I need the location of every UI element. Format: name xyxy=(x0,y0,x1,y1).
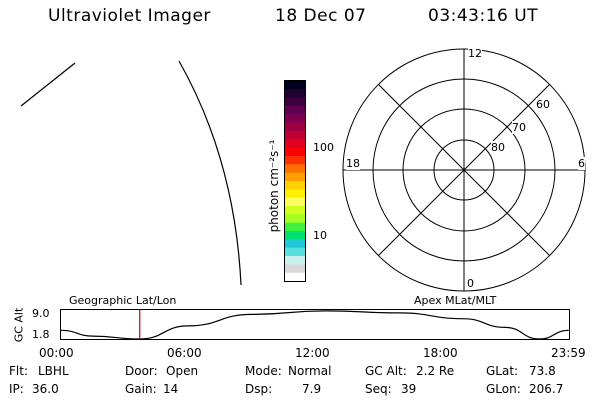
status-flt-value: LBHL xyxy=(38,364,69,378)
timeline-y-tick-bottom: 1.8 xyxy=(32,328,50,341)
limb-arc-left xyxy=(20,62,76,107)
polar-diagonal-2 xyxy=(378,84,550,256)
colorbar-segment xyxy=(285,97,305,107)
colorbar-segment xyxy=(285,239,305,249)
status-glat-value: 73.8 xyxy=(529,364,556,378)
colorbar-segment xyxy=(285,156,305,165)
altitude-curve xyxy=(60,310,569,340)
date-label: 18 Dec 07 xyxy=(275,6,367,26)
colorbar-segment xyxy=(285,264,305,274)
colorbar-segment xyxy=(285,139,305,149)
color-scale-bar xyxy=(284,80,306,282)
lat-label-80: 80 xyxy=(491,141,505,154)
status-door-key: Door: xyxy=(125,364,158,378)
status-gain-value: 14 xyxy=(163,382,179,396)
status-seq-value: 39 xyxy=(401,382,417,396)
colorbar-segment xyxy=(285,89,305,99)
time-tick-1200: 12:00 xyxy=(295,346,330,360)
status-ip-value: 36.0 xyxy=(32,382,59,396)
status-seq-key: Seq: xyxy=(365,382,392,396)
status-gcalt-value: 2.2 Re xyxy=(416,364,455,378)
status-glon-key: GLon: xyxy=(486,382,521,396)
mlt-label-6: 6 xyxy=(578,157,585,170)
colorbar-segment xyxy=(285,106,305,115)
colorbar-segment xyxy=(285,247,305,257)
colorbar-segment xyxy=(285,122,305,132)
colorbar-segment xyxy=(285,206,305,215)
status-dsp-value: 7.9 xyxy=(302,382,322,396)
lat-label-60: 60 xyxy=(536,98,550,111)
colorbar-segment xyxy=(285,197,305,207)
time-label: 03:43:16 UT xyxy=(428,6,539,26)
time-tick-2359: 23:59 xyxy=(551,346,586,360)
status-glat-key: GLat: xyxy=(486,364,519,378)
colorbar-segment xyxy=(285,131,305,140)
status-mode-key: Mode: xyxy=(245,364,282,378)
altitude-timeline-plot xyxy=(60,309,570,340)
colorbar-segment xyxy=(285,181,305,190)
colorbar-frame xyxy=(284,80,306,282)
timeline-y-tick-top: 9.0 xyxy=(32,307,50,320)
colorbar-segment xyxy=(285,189,305,199)
timeline-right-title: Apex MLat/MLT xyxy=(414,294,497,307)
status-mode-value: Normal xyxy=(288,364,332,378)
timeline-left-title: Geographic Lat/Lon xyxy=(69,294,177,307)
colorbar-segment xyxy=(285,114,305,124)
time-tick-0000: 00:00 xyxy=(39,346,74,360)
colorbar-tick-100: 100 xyxy=(313,141,334,154)
mlt-label-18: 18 xyxy=(346,157,360,170)
colorbar-segment xyxy=(285,272,305,282)
time-tick-0600: 06:00 xyxy=(167,346,202,360)
polar-grid xyxy=(342,48,586,292)
colorbar-tick-10: 10 xyxy=(313,229,327,242)
limb-arc-right xyxy=(178,60,242,286)
status-ip-key: IP: xyxy=(9,382,24,396)
colorbar-segment xyxy=(285,147,305,157)
mlt-label-0: 0 xyxy=(467,277,474,290)
status-gain-key: Gain: xyxy=(125,382,157,396)
colorbar-segment xyxy=(285,222,305,232)
time-tick-1800: 18:00 xyxy=(423,346,458,360)
colorbar-segment xyxy=(285,231,305,240)
instrument-title: Ultraviolet Imager xyxy=(48,6,211,26)
colorbar-segment xyxy=(285,172,305,182)
geographic-image-panel xyxy=(20,60,242,286)
colorbar-segment xyxy=(285,214,305,224)
status-door-value: Open xyxy=(166,364,199,378)
colorbar-segment xyxy=(285,256,305,265)
colorbar-segment xyxy=(285,81,305,90)
timeline-frame xyxy=(60,309,570,340)
status-glon-value: 206.7 xyxy=(529,382,564,396)
colorbar-segment xyxy=(285,164,305,174)
colorbar-unit-label: photon cm⁻²s⁻¹ xyxy=(267,139,281,233)
mlt-label-12: 12 xyxy=(468,47,482,60)
status-flt-key: Flt: xyxy=(9,364,28,378)
status-dsp-key: Dsp: xyxy=(245,382,273,396)
status-gcalt-key: GC Alt: xyxy=(365,364,407,378)
lat-label-70: 70 xyxy=(512,121,526,134)
